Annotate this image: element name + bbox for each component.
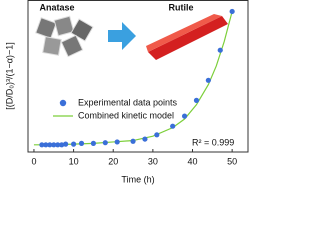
crystal-illustration <box>35 14 228 60</box>
data-point <box>229 8 235 15</box>
x-tick-label: 0 <box>31 156 36 166</box>
annotation: Rutile <box>168 2 193 12</box>
x-tick-label: 20 <box>108 156 118 166</box>
chart: Anatase Rutile R² = 0.999 Time (h) [(D/D… <box>4 0 249 184</box>
x-axis-title: Time (h) <box>121 174 154 184</box>
data-point <box>63 141 69 147</box>
x-tick-label: 50 <box>227 156 237 166</box>
x-tick-label: 30 <box>148 156 158 166</box>
data-point <box>59 142 65 148</box>
legend-label: Combined kinetic model <box>78 110 174 120</box>
data-point <box>170 123 176 129</box>
data-point <box>205 77 211 83</box>
y-axis-title: [(D/D₀)³/(1−α)−1] <box>4 42 14 109</box>
legend-marker <box>59 99 67 107</box>
data-point <box>39 142 45 148</box>
data-point <box>217 47 223 53</box>
data-point <box>51 142 57 148</box>
data-point <box>102 140 108 146</box>
data-point <box>55 142 61 148</box>
fit-line <box>33 11 233 146</box>
data-point <box>193 97 200 103</box>
data-point <box>47 142 53 148</box>
data-point <box>43 142 49 148</box>
legend-label: Experimental data points <box>78 97 178 107</box>
x-tick-label: 40 <box>187 156 197 166</box>
data-point <box>142 136 148 142</box>
data-point <box>154 132 160 138</box>
data-point <box>78 140 85 146</box>
data-point <box>70 141 77 147</box>
data-point <box>130 138 136 144</box>
x-tick-label: 10 <box>69 156 79 166</box>
data-point <box>114 139 120 145</box>
annotation: Anatase <box>39 2 74 12</box>
data-point <box>90 140 97 146</box>
annotation: R² = 0.999 <box>192 137 234 147</box>
data-point <box>181 113 188 119</box>
